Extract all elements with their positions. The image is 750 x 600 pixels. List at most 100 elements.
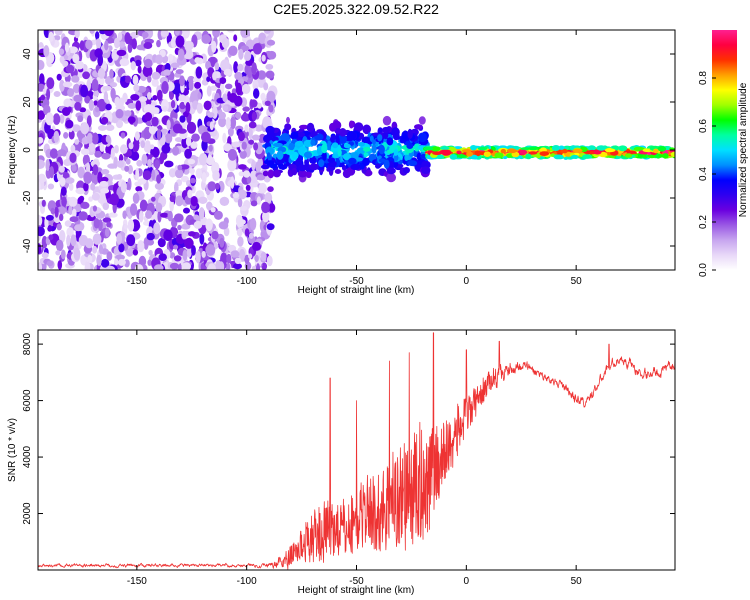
spectrogram-cell — [241, 141, 247, 150]
spectrogram-cell — [169, 262, 180, 270]
spectrogram-cell — [120, 144, 128, 154]
spectrogram-cell — [124, 165, 130, 172]
spectrogram-cell — [239, 150, 247, 159]
spectrogram-cell — [62, 81, 73, 88]
spectrogram-cell — [190, 90, 200, 104]
snr-series-line — [38, 332, 675, 570]
spectrogram-cell — [253, 88, 260, 99]
spectrogram-cell — [226, 30, 235, 33]
spectrogram-cell — [264, 192, 273, 204]
spectrogram-cell — [235, 214, 243, 227]
spectrogram-cell — [303, 139, 313, 147]
snr-y-axis: 2000 4000 6000 8000 — [22, 333, 675, 525]
spectrogram-cell — [194, 81, 202, 89]
spectrogram-cell — [41, 199, 46, 207]
spectrogram-cell — [127, 219, 135, 232]
spectrogram-cell — [116, 174, 123, 180]
spectrogram-cell — [222, 132, 227, 144]
spectrogram-cell — [348, 157, 357, 165]
spectrogram-cell — [102, 202, 110, 211]
spectrogram-cell — [378, 144, 385, 155]
spectrogram-cell — [146, 232, 155, 241]
spectrogram-cell — [470, 145, 477, 151]
spectrogram-cell — [126, 234, 136, 247]
spectrogram-cell — [469, 154, 478, 160]
spectrogram-cell — [272, 169, 281, 178]
x-tick-label: -150 — [127, 276, 147, 287]
spectrogram-cell — [120, 76, 126, 82]
spectrogram-cell — [102, 52, 110, 59]
figure-title: C2E5.2025.322.09.52.R22 — [273, 1, 439, 17]
spectrogram-cell — [195, 250, 201, 264]
spectrogram-cell — [98, 244, 104, 255]
spectrogram-cell — [251, 111, 257, 122]
spectrogram-cell — [56, 223, 62, 231]
spectrogram-cell — [210, 85, 218, 91]
spectrogram-cell — [173, 255, 182, 262]
spectrogram-cell — [95, 38, 102, 49]
spectrogram-cell — [92, 205, 97, 212]
spectrogram-cell — [154, 264, 164, 270]
x-tick-label: -50 — [349, 576, 364, 587]
spectrogram-cell — [130, 94, 140, 101]
spectrogram-cell — [382, 131, 389, 140]
spectrogram-cell — [178, 94, 186, 102]
spectrogram-cell — [102, 85, 112, 91]
spectrogram-cell — [158, 253, 167, 261]
spectrogram-cell — [125, 158, 131, 165]
spectrogram-cell — [79, 107, 87, 113]
spectrogram-cell — [138, 255, 147, 267]
spectrogram-cell — [181, 30, 190, 39]
spectrogram-cell — [160, 30, 169, 38]
spectrogram-cell — [280, 133, 290, 143]
spectrogram-cell — [256, 263, 260, 270]
spectrogram-cell — [430, 146, 441, 152]
spectrogram-cell — [64, 220, 72, 227]
spectrogram-cell — [233, 34, 238, 42]
spectrogram-cell — [500, 148, 506, 154]
spectrogram-cell — [357, 142, 365, 147]
spectrogram-cell — [156, 89, 163, 102]
spectrogram-cell — [225, 117, 231, 130]
spectrogram-cell — [122, 92, 128, 103]
spectrogram-cell — [245, 59, 255, 66]
spectrogram-cell — [238, 171, 245, 177]
spectrogram-cell — [193, 220, 203, 229]
spectrogram-x-label: Height of straight line (km) — [298, 285, 415, 296]
spectrogram-cell — [139, 199, 148, 212]
spectrogram-cell — [551, 145, 561, 151]
spectrogram-cell — [362, 124, 372, 135]
spectrogram-cell — [116, 233, 122, 245]
spectrogram-cell — [253, 142, 259, 151]
spectrogram-cell — [267, 169, 275, 179]
spectrogram-cell — [71, 124, 81, 132]
y-tick-label: 4000 — [22, 445, 33, 468]
spectrogram-cell — [163, 69, 171, 76]
spectrogram-cell — [519, 149, 528, 155]
spectrogram-cell — [190, 196, 198, 207]
spectrogram-cell — [98, 76, 105, 86]
spectrogram-cell — [77, 166, 85, 179]
spectrogram-cell — [175, 195, 184, 207]
spectrogram-cell — [439, 146, 450, 150]
spectrogram-cell — [135, 167, 140, 181]
spectrogram-cell — [483, 151, 491, 157]
spectrogram-cell — [246, 175, 252, 184]
spectrogram-cell — [528, 151, 538, 155]
spectrogram-cell — [184, 237, 194, 249]
spectrogram-cell — [527, 147, 539, 151]
spectrogram-cell — [283, 153, 290, 163]
spectrogram-cell — [348, 120, 354, 129]
spectrogram-cell — [249, 99, 258, 108]
spectrogram-cell — [75, 60, 84, 70]
spectrogram-cell — [222, 93, 228, 102]
spectrogram-cell — [268, 203, 276, 213]
spectrogram-cell — [38, 214, 43, 227]
spectrogram-cell — [210, 207, 216, 213]
spectrogram-cell — [105, 265, 116, 270]
spectrogram-cell — [201, 131, 211, 143]
spectrogram-cell — [157, 237, 166, 248]
spectrogram-cell — [234, 111, 242, 120]
spectrogram-cell — [130, 60, 136, 71]
spectrogram-cell — [383, 159, 390, 169]
